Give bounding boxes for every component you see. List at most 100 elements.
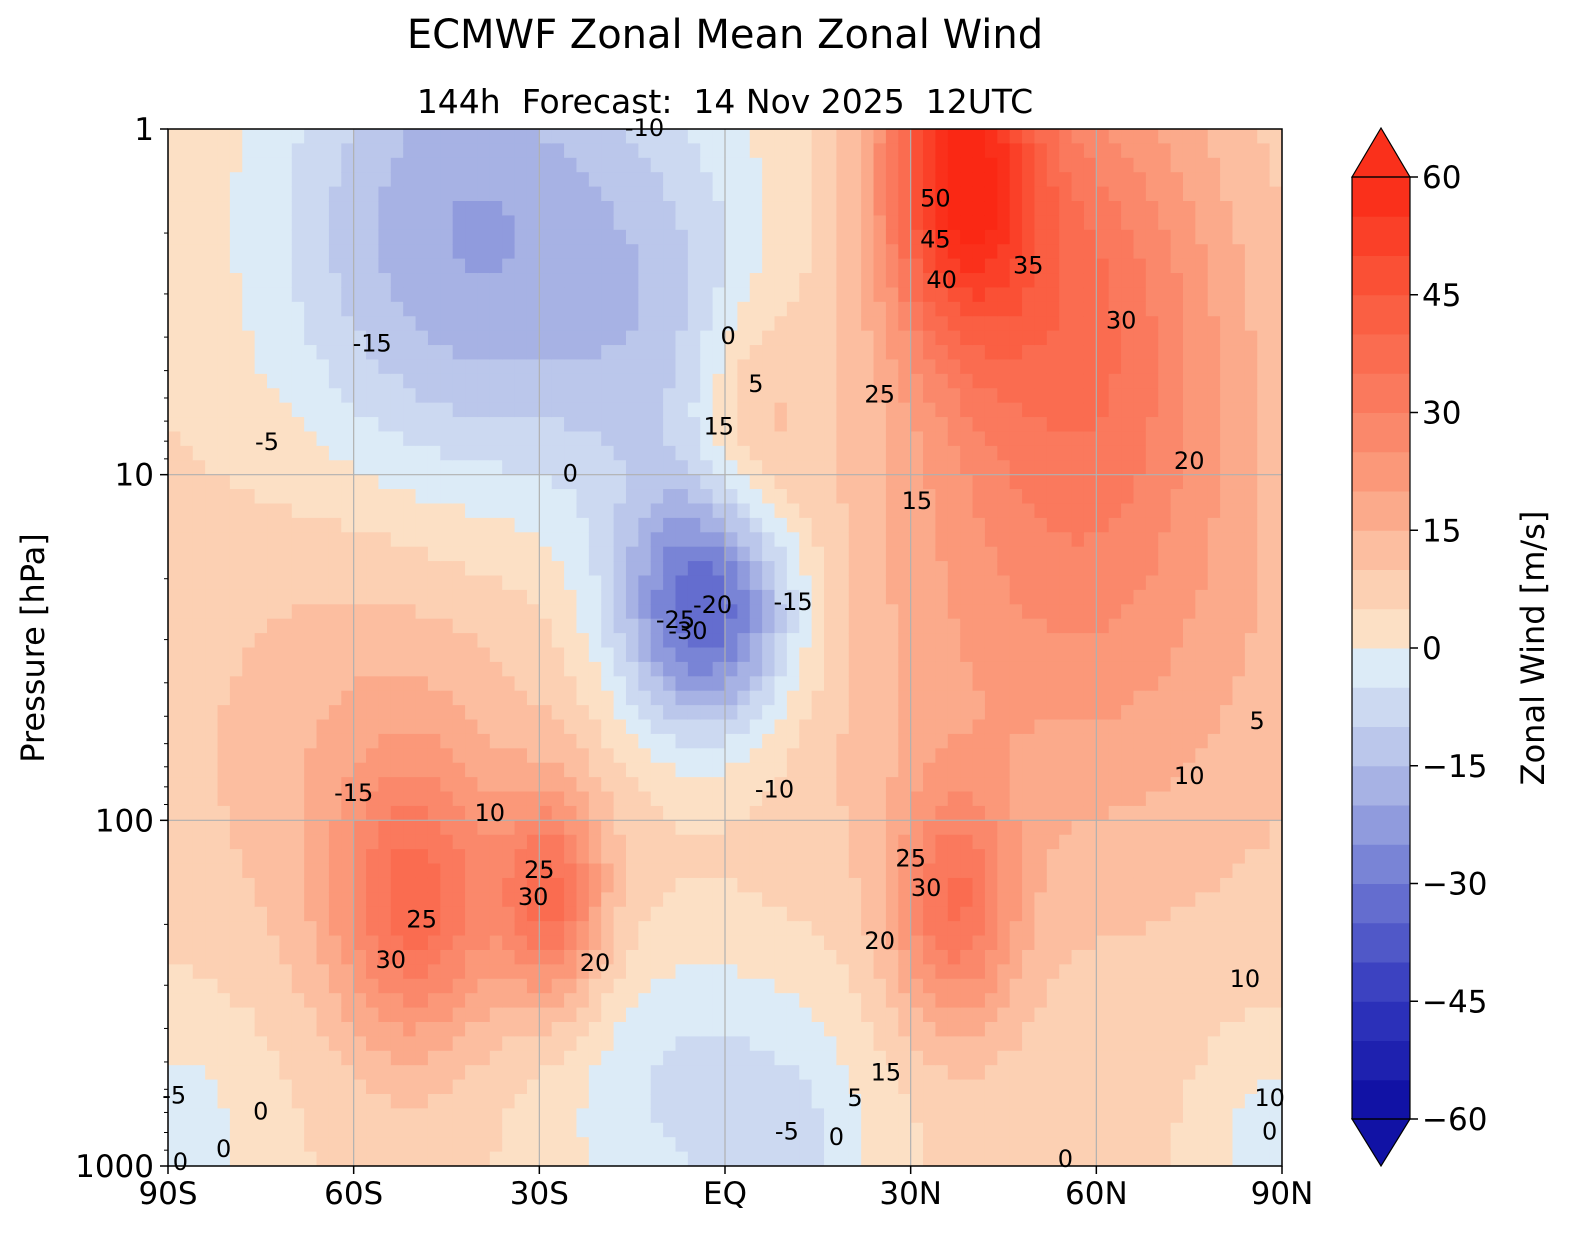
- field-cell: [935, 359, 949, 375]
- field-cell: [824, 460, 837, 476]
- field-cell: [551, 489, 565, 505]
- field-cell: [737, 618, 751, 634]
- field-cell: [366, 417, 380, 433]
- field-cell: [997, 273, 1011, 289]
- field-cell: [427, 330, 441, 346]
- field-cell: [935, 301, 949, 317]
- field-cell: [625, 1122, 639, 1138]
- field-cell: [168, 892, 181, 908]
- field-cell: [1009, 215, 1023, 231]
- field-cell: [613, 316, 627, 332]
- field-cell: [873, 906, 887, 922]
- field-cell: [304, 820, 318, 836]
- field-cell: [539, 892, 553, 908]
- field-cell: [427, 460, 441, 476]
- field-cell: [180, 935, 194, 951]
- field-cell: [923, 589, 937, 605]
- field-cell: [898, 1079, 912, 1095]
- field-cell: [725, 532, 738, 548]
- field-cell: [168, 503, 181, 519]
- field-cell: [366, 719, 380, 735]
- field-cell: [898, 690, 912, 706]
- field-cell: [824, 546, 837, 562]
- field-cell: [366, 301, 380, 317]
- field-cell: [848, 647, 862, 663]
- field-cell: [947, 417, 961, 433]
- field-cell: [836, 546, 850, 562]
- field-cell: [972, 287, 986, 303]
- field-cell: [242, 575, 256, 591]
- field-cell: [564, 892, 578, 908]
- field-cell: [749, 273, 763, 289]
- field-cell: [229, 733, 243, 749]
- field-cell: [588, 229, 602, 245]
- field-cell: [824, 345, 837, 361]
- field-cell: [984, 834, 998, 850]
- field-cell: [378, 1050, 392, 1066]
- field-cell: [675, 676, 689, 692]
- field-cell: [465, 561, 479, 577]
- field-cell: [663, 589, 677, 605]
- field-cell: [551, 820, 565, 836]
- field-cell: [650, 345, 664, 361]
- field-cell: [923, 1122, 937, 1138]
- field-cell: [799, 359, 813, 375]
- field-cell: [700, 949, 714, 965]
- field-cell: [477, 1007, 491, 1023]
- field-cell: [984, 546, 998, 562]
- field-cell: [390, 258, 404, 274]
- field-cell: [229, 849, 243, 865]
- field-cell: [242, 1036, 256, 1052]
- field-cell: [551, 129, 565, 144]
- field-cell: [502, 777, 516, 793]
- field-cell: [353, 460, 367, 476]
- field-cell: [947, 1007, 961, 1023]
- field-cell: [774, 244, 788, 260]
- field-cell: [836, 575, 850, 591]
- field-cell: [650, 863, 664, 879]
- field-cell: [403, 863, 417, 879]
- field-cell: [625, 1079, 639, 1095]
- field-cell: [923, 157, 937, 173]
- field-cell: [267, 532, 280, 548]
- field-cell: [390, 359, 404, 375]
- field-cell: [502, 1093, 516, 1109]
- field-cell: [873, 143, 887, 159]
- field-cell: [415, 949, 429, 965]
- field-cell: [489, 906, 503, 922]
- field-cell: [836, 330, 850, 346]
- field-cell: [625, 834, 639, 850]
- field-cell: [836, 561, 850, 577]
- field-cell: [403, 258, 417, 274]
- field-cell: [427, 258, 441, 274]
- field-cell: [848, 1036, 862, 1052]
- field-cell: [947, 705, 961, 721]
- field-cell: [403, 690, 417, 706]
- field-cell: [279, 935, 293, 951]
- field-cell: [205, 1036, 219, 1052]
- field-cell: [625, 244, 639, 260]
- field-cell: [551, 1007, 565, 1023]
- field-cell: [898, 820, 912, 836]
- field-cell: [737, 273, 751, 289]
- field-cell: [526, 791, 540, 807]
- field-cell: [613, 978, 627, 994]
- field-cell: [638, 892, 652, 908]
- field-cell: [291, 186, 305, 202]
- field-cell: [650, 575, 664, 591]
- field-cell: [737, 143, 751, 159]
- field-cell: [861, 964, 875, 980]
- field-cell: [885, 532, 899, 548]
- field-cell: [267, 215, 280, 231]
- field-cell: [205, 561, 219, 577]
- field-cell: [526, 330, 540, 346]
- field-cell: [1022, 330, 1036, 346]
- field-cell: [762, 1021, 776, 1037]
- field-cell: [328, 705, 342, 721]
- field-cell: [625, 733, 639, 749]
- field-cell: [984, 244, 998, 260]
- field-cell: [898, 1021, 912, 1037]
- field-cell: [254, 359, 268, 375]
- field-cell: [427, 805, 441, 821]
- field-cell: [180, 1050, 194, 1066]
